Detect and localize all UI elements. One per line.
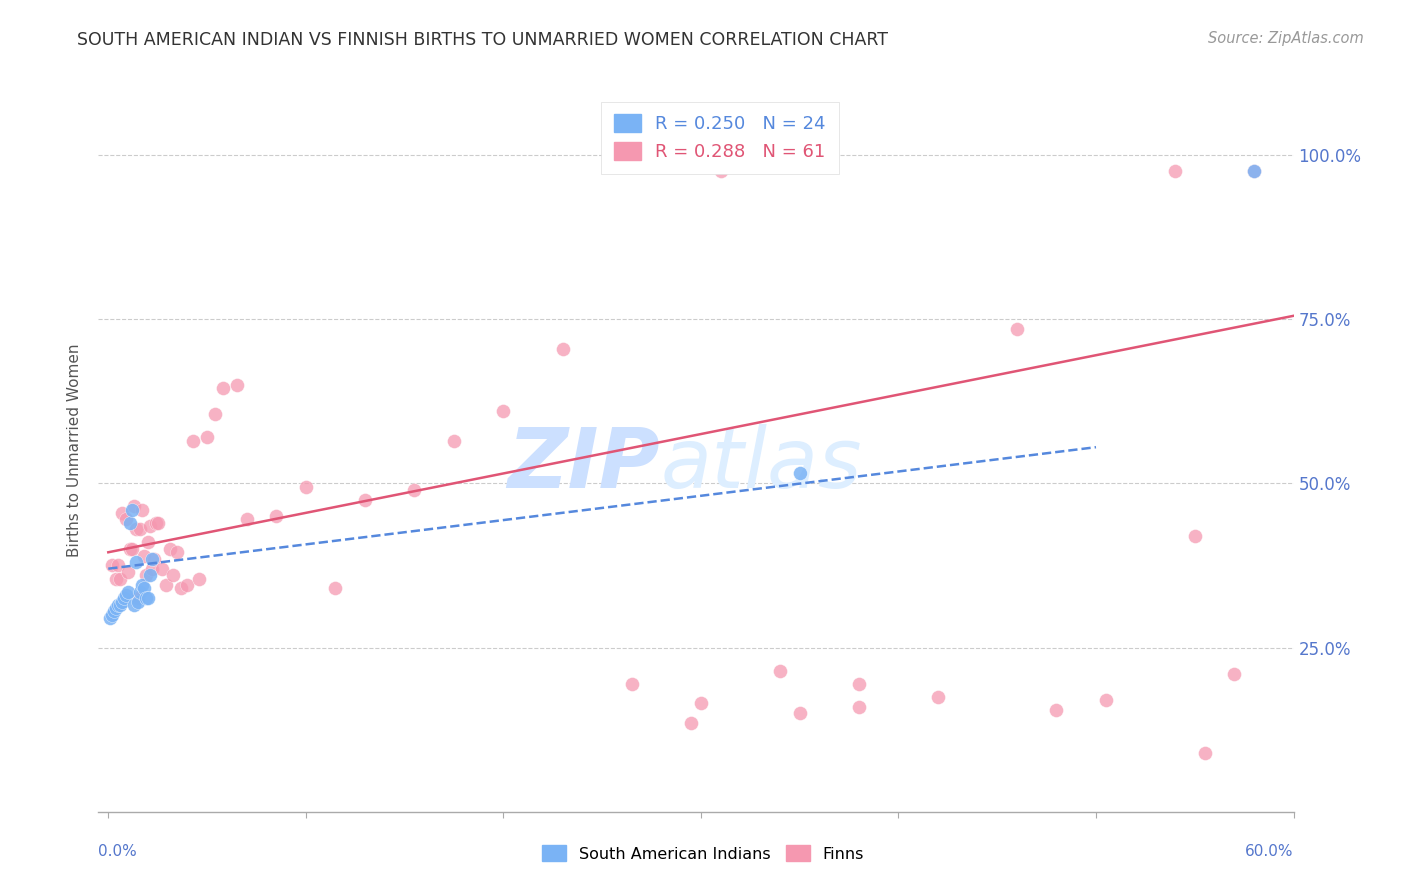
Point [1184,529,1206,543]
Point [127,591,149,606]
Point [150,562,173,576]
Point [295,480,318,494]
Point [789,467,811,481]
Text: ZIP: ZIP [508,425,661,506]
Point [125,522,148,536]
Point [115,512,138,526]
Point [155,578,177,592]
Point [141,551,163,566]
Point [404,483,426,497]
Point [136,591,159,606]
Text: Source: ZipAtlas.com: Source: ZipAtlas.com [1208,31,1364,46]
Point [117,584,139,599]
Point [789,706,811,721]
Point [118,541,141,556]
Point [690,696,713,710]
Point [1223,666,1246,681]
Point [135,568,157,582]
Point [443,434,465,448]
Point [101,607,124,622]
Text: SOUTH AMERICAN INDIAN VS FINNISH BIRTHS TO UNMARRIED WOMEN CORRELATION CHART: SOUTH AMERICAN INDIAN VS FINNISH BIRTHS … [77,31,889,49]
Point [188,572,211,586]
Y-axis label: Births to Unmarried Women: Births to Unmarried Women [67,343,83,558]
Point [848,699,870,714]
Point [354,492,377,507]
Point [107,598,129,612]
Point [927,690,949,704]
Point [204,407,226,422]
Point [162,568,184,582]
Point [176,578,198,592]
Point [129,584,152,599]
Point [105,601,128,615]
Point [103,604,125,618]
Point [620,676,643,690]
Point [98,611,121,625]
Point [159,541,181,556]
Text: 60.0%: 60.0% [1246,844,1294,859]
Legend: R = 0.250   N = 24, R = 0.288   N = 61: R = 0.250 N = 24, R = 0.288 N = 61 [602,102,838,174]
Point [132,549,155,563]
Point [1243,164,1265,178]
Point [492,404,515,418]
Point [1045,703,1067,717]
Point [121,502,143,516]
Point [136,535,159,549]
Point [170,582,193,596]
Point [127,594,149,608]
Legend: South American Indians, Finns: South American Indians, Finns [536,839,870,868]
Point [679,716,702,731]
Point [132,582,155,596]
Point [129,522,152,536]
Point [121,541,143,556]
Point [1164,164,1187,178]
Point [105,572,128,586]
Point [225,377,247,392]
Point [112,591,135,606]
Point [181,434,204,448]
Point [111,594,134,608]
Point [131,578,153,592]
Point [235,512,257,526]
Point [101,558,124,573]
Point [118,516,141,530]
Point [1194,746,1216,760]
Point [146,516,169,530]
Point [141,562,163,576]
Point [142,551,165,566]
Point [769,664,792,678]
Point [139,519,162,533]
Text: 0.0%: 0.0% [98,844,138,859]
Point [1005,322,1028,336]
Point [115,588,138,602]
Point [107,558,129,573]
Point [848,676,870,690]
Point [551,342,574,356]
Point [111,506,134,520]
Point [145,516,167,530]
Point [710,164,733,178]
Point [117,565,139,579]
Point [108,598,131,612]
Point [1243,164,1265,178]
Point [131,502,153,516]
Point [1095,693,1118,707]
Point [139,568,162,582]
Point [135,591,157,606]
Point [325,582,347,596]
Point [108,572,131,586]
Point [264,509,287,524]
Point [122,598,145,612]
Text: atlas: atlas [661,425,862,506]
Point [212,381,235,395]
Point [122,500,145,514]
Point [166,545,188,559]
Point [125,555,148,569]
Point [195,430,218,444]
